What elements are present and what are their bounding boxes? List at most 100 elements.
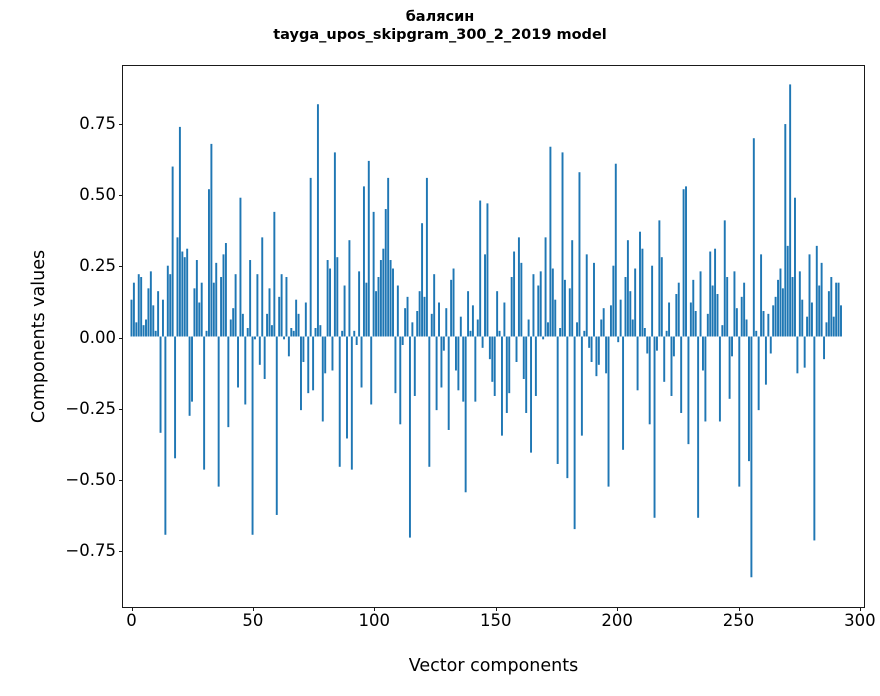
bar [408, 336, 411, 538]
bar [389, 260, 392, 337]
bar [471, 305, 474, 337]
bar [488, 336, 491, 360]
bar [576, 322, 579, 337]
bar [544, 237, 547, 337]
bar [459, 316, 462, 337]
bar [573, 336, 576, 530]
bar [263, 336, 266, 379]
bar [287, 336, 290, 357]
x-tick-mark [738, 607, 740, 611]
bar [675, 294, 678, 337]
bar [353, 330, 356, 337]
bar [300, 336, 302, 411]
bar [810, 302, 813, 337]
bar [447, 336, 450, 430]
bar [273, 211, 276, 337]
bar [619, 299, 622, 337]
bar [164, 336, 167, 535]
bar [622, 336, 625, 450]
bar [343, 285, 346, 337]
bar [818, 285, 821, 337]
y-axis-label: Components values [29, 249, 49, 424]
bar [442, 336, 445, 351]
bar [648, 336, 651, 425]
bar [309, 177, 312, 337]
bar [774, 296, 777, 337]
bar [203, 336, 206, 470]
bar [515, 336, 518, 362]
bar [590, 336, 593, 362]
bar [806, 316, 809, 337]
bar [486, 203, 489, 337]
bar [464, 336, 467, 493]
bar [348, 240, 351, 337]
bar [561, 152, 564, 337]
bar [813, 336, 816, 541]
bar [270, 325, 273, 337]
bar [346, 336, 348, 439]
bar [694, 311, 697, 337]
bar [222, 254, 225, 337]
bar [321, 336, 324, 422]
bar [329, 268, 332, 337]
bar [336, 257, 339, 337]
chart-title: балясин tayga_upos_skipgram_300_2_2019 m… [0, 8, 880, 44]
bar [338, 336, 341, 467]
bar [745, 319, 748, 337]
bar [140, 277, 143, 337]
bar [207, 189, 210, 337]
bar [159, 336, 162, 433]
x-tick-mark [859, 607, 861, 611]
bar [474, 336, 477, 402]
x-tick-mark [374, 607, 376, 611]
bar [484, 254, 486, 337]
bar [178, 126, 181, 337]
bar [525, 336, 528, 413]
bar [496, 291, 499, 337]
bar [392, 268, 394, 337]
bar [639, 231, 641, 337]
bar [188, 336, 191, 416]
bar [268, 288, 271, 337]
bar [254, 336, 256, 340]
bars-plot-area [123, 66, 864, 607]
bar [827, 291, 830, 337]
bar [748, 336, 750, 462]
bar [658, 220, 661, 337]
bar [784, 124, 787, 337]
bar [757, 336, 760, 411]
bar [605, 336, 608, 374]
bar [721, 325, 724, 337]
bar [631, 319, 634, 337]
bar [820, 262, 823, 337]
bar [251, 336, 254, 535]
bar [578, 172, 581, 337]
bar [532, 274, 535, 337]
bar [840, 305, 842, 337]
bar [229, 319, 232, 337]
bar [452, 268, 455, 337]
bar [421, 223, 424, 337]
bar [355, 336, 358, 345]
bar [738, 336, 741, 487]
bar [593, 262, 595, 337]
bar-series [130, 84, 842, 578]
chart-title-line-2: tayga_upos_skipgram_300_2_2019 model [273, 27, 607, 43]
bar [423, 296, 426, 337]
bar [186, 248, 189, 337]
bar [815, 245, 818, 337]
x-tick-label: 100 [358, 611, 391, 630]
bar [341, 330, 344, 337]
bar [387, 177, 390, 337]
bar [680, 336, 683, 413]
bar [641, 248, 644, 337]
bar [760, 254, 763, 337]
y-tick-label: 0.50 [79, 185, 116, 205]
bar [626, 240, 629, 337]
bar [195, 260, 198, 337]
bar [687, 336, 690, 445]
bar [358, 271, 361, 337]
y-tick-mark [119, 550, 123, 552]
bar [401, 336, 404, 345]
y-tick-label: −0.75 [65, 540, 116, 560]
